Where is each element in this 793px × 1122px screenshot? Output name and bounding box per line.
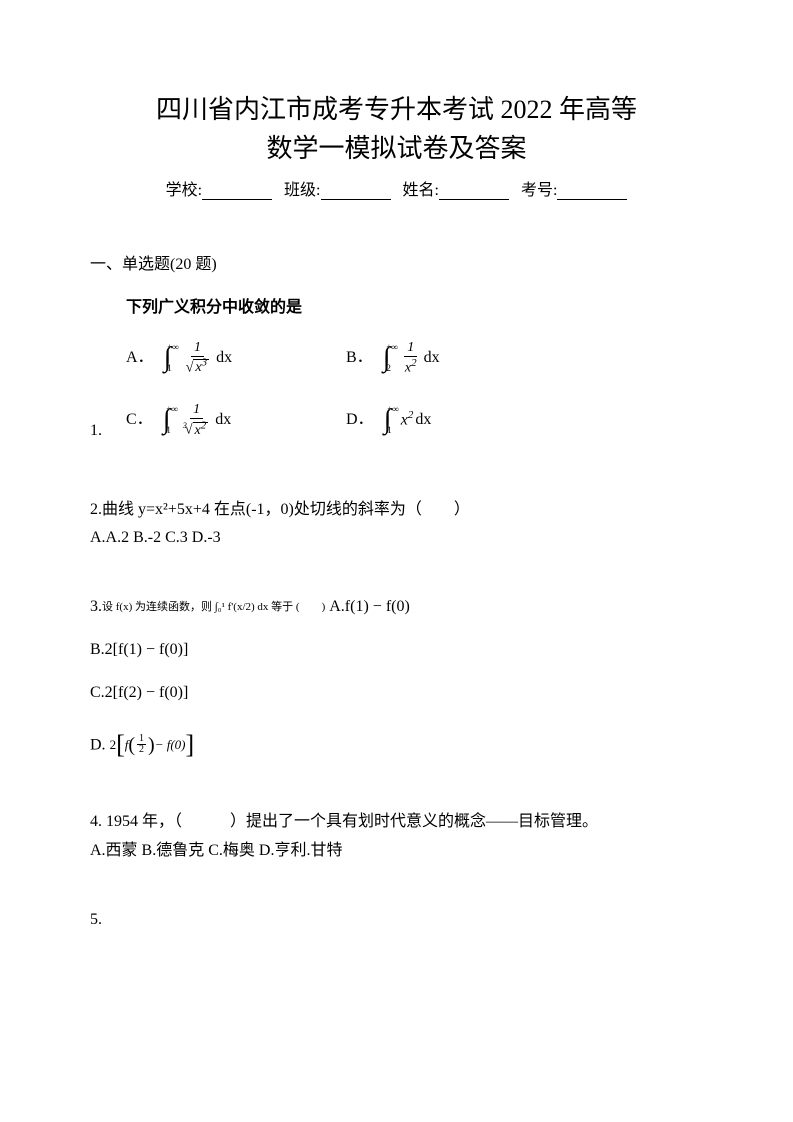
class-label: 班级: <box>284 182 320 199</box>
id-field: 考号: <box>521 176 627 200</box>
q1-optD-label: D． <box>346 406 374 435</box>
title-line-1: 四川省内江市成考专升本考试 2022 年高等 <box>90 90 703 129</box>
q1-option-b: B． ∫ +∞ 2 1 x2 dx <box>346 333 546 383</box>
q1-optA-label: A． <box>126 344 154 373</box>
question-5: 5. <box>90 906 703 935</box>
title-line-2: 数学一模拟试卷及答案 <box>90 129 703 168</box>
integral-icon: ∫ <box>383 333 391 383</box>
integral-icon: ∫ <box>164 333 172 383</box>
class-blank[interactable] <box>321 184 391 200</box>
class-field: 班级: <box>284 176 390 200</box>
q3-formula: 设 f(x) 为连续函数，则 ∫₀¹ f'(x/2) dx 等于 ( ) <box>102 598 325 618</box>
q3-option-b: B.2[f(1) − f(0)] <box>90 636 703 665</box>
name-label: 姓名: <box>403 182 439 199</box>
q3-option-c: C.2[f(2) − f(0)] <box>90 679 703 708</box>
school-blank[interactable] <box>202 184 272 200</box>
question-3: 3. 设 f(x) 为连续函数，则 ∫₀¹ f'(x/2) dx 等于 ( ) … <box>90 593 703 768</box>
q1-option-c: C． ∫ +∞ 1 1 3 √x2 <box>126 395 346 445</box>
name-field: 姓名: <box>403 176 509 200</box>
question-2: 2.曲线 y=x²+5x+4 在点(-1，0)处切线的斜率为（ ） A.A.2 … <box>90 496 703 554</box>
section-1-header: 一、单选题(20 题) <box>90 250 703 274</box>
student-info-row: 学校: 班级: 姓名: 考号: <box>90 176 703 200</box>
integral-icon: ∫ <box>163 395 171 445</box>
id-label: 考号: <box>521 182 557 199</box>
name-blank[interactable] <box>439 184 509 200</box>
school-field: 学校: <box>166 176 272 200</box>
question-4: 4. 1954 年，（ ）提出了一个具有划时代意义的概念——目标管理。 A.西蒙… <box>90 808 703 866</box>
q2-options: A.A.2 B.-2 C.3 D.-3 <box>90 524 703 553</box>
q3-number: 3. <box>90 593 102 622</box>
q1-option-d: D． ∫ +∞ 1 x2 dx <box>346 395 546 445</box>
q3-option-d: D. 2 [ f ( 1 2 ) − f(0) ] <box>90 722 703 769</box>
q3-option-a: A.f(1) − f(0) <box>329 593 410 622</box>
school-label: 学校: <box>166 182 202 199</box>
id-blank[interactable] <box>557 184 627 200</box>
q1-option-a: A． ∫ +∞ 1 1 √x3 dx <box>126 333 346 383</box>
question-1: 1. 下列广义积分中收敛的是 A． ∫ +∞ 1 1 √ <box>90 294 703 446</box>
integral-icon: ∫ <box>384 395 392 445</box>
exam-title: 四川省内江市成考专升本考试 2022 年高等 数学一模拟试卷及答案 <box>90 90 703 168</box>
q1-optB-label: B． <box>346 344 373 373</box>
q1-optC-label: C． <box>126 406 153 435</box>
q2-text: 2.曲线 y=x²+5x+4 在点(-1，0)处切线的斜率为（ ） <box>90 496 703 525</box>
q1-number: 1. <box>90 417 102 446</box>
q5-number: 5. <box>90 911 102 928</box>
q4-options: A.西蒙 B.德鲁克 C.梅奥 D.亨利.甘特 <box>90 837 703 866</box>
q1-title: 下列广义积分中收敛的是 <box>106 294 546 323</box>
q4-text: 4. 1954 年，（ ）提出了一个具有划时代意义的概念——目标管理。 <box>90 808 703 837</box>
